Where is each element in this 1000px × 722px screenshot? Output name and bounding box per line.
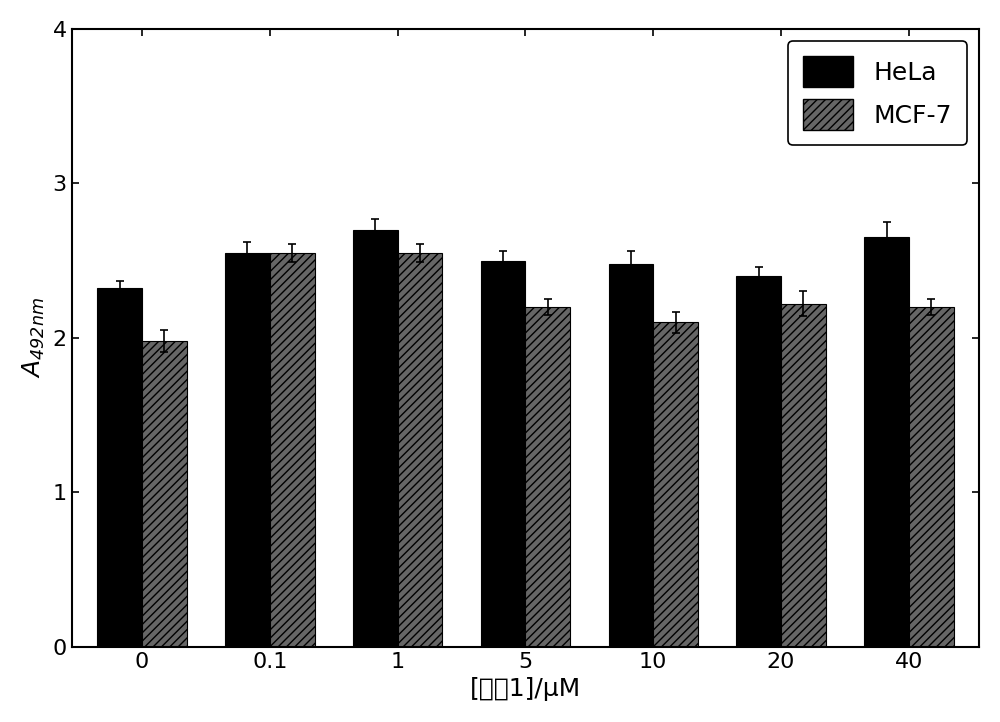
Bar: [142, 341, 187, 647]
Bar: [481, 261, 525, 647]
Bar: [270, 253, 315, 647]
Y-axis label: $\mathregular{A_{492nm}}$: $\mathregular{A_{492nm}}$: [21, 297, 47, 378]
Bar: [864, 238, 909, 647]
Bar: [225, 253, 270, 647]
Bar: [609, 264, 653, 647]
Bar: [353, 230, 398, 647]
Bar: [97, 288, 142, 647]
Bar: [525, 307, 570, 647]
Legend: HeLa, MCF-7: HeLa, MCF-7: [788, 41, 967, 145]
Bar: [781, 304, 826, 647]
Bar: [653, 322, 698, 647]
Bar: [736, 276, 781, 647]
Bar: [909, 307, 954, 647]
X-axis label: [探针1]/μM: [探针1]/μM: [470, 677, 581, 701]
Bar: [398, 253, 442, 647]
